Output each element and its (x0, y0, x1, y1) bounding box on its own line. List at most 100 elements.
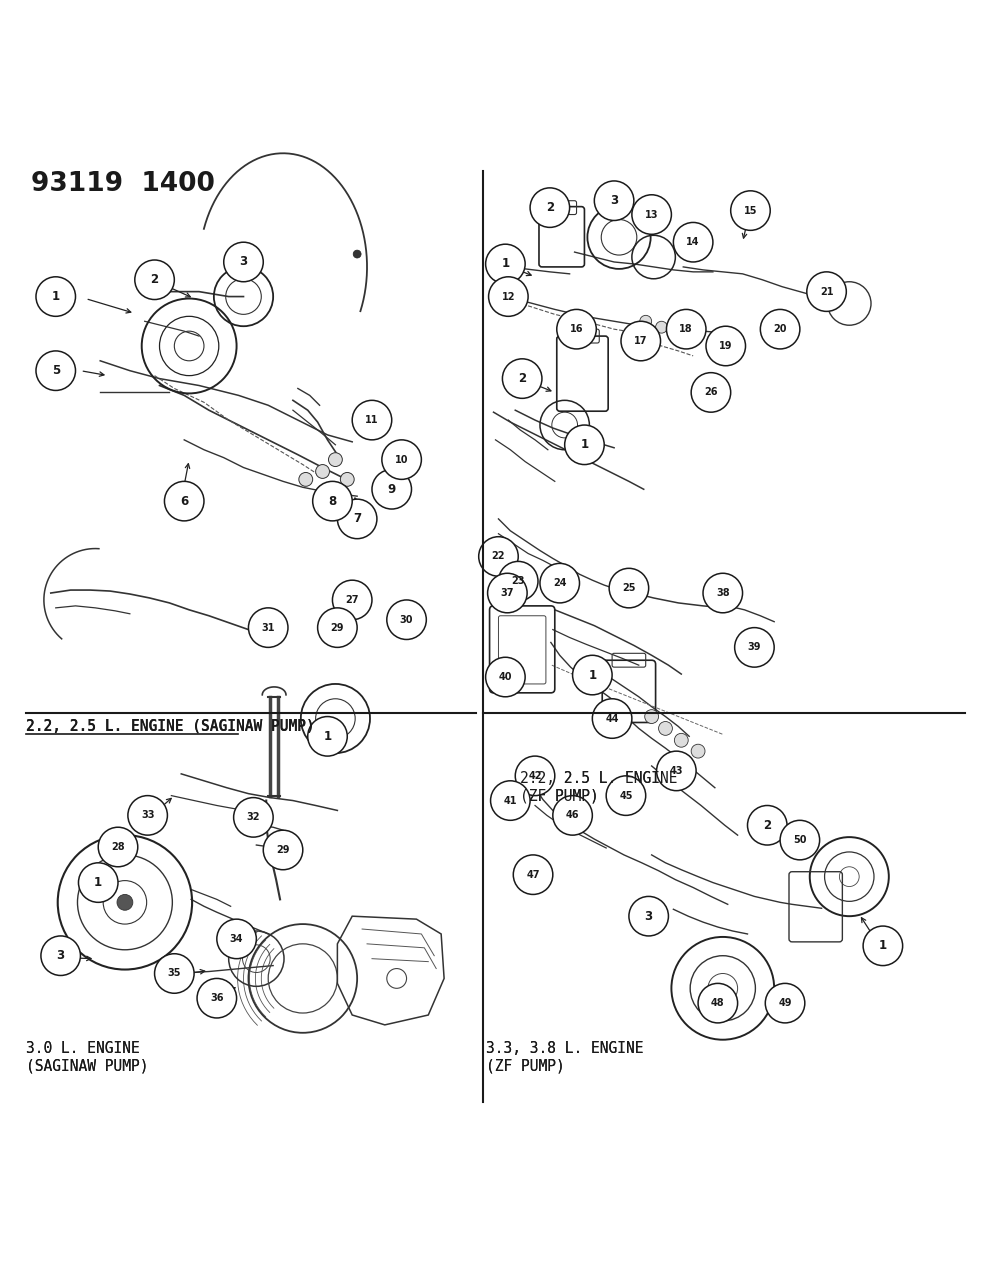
Circle shape (135, 260, 174, 300)
Text: 1: 1 (323, 729, 332, 743)
Circle shape (78, 863, 118, 903)
Text: 40: 40 (498, 672, 512, 682)
Circle shape (863, 926, 903, 965)
Circle shape (659, 722, 672, 736)
Text: 24: 24 (553, 578, 567, 588)
Text: 32: 32 (247, 812, 260, 822)
Circle shape (308, 717, 347, 756)
Text: 22: 22 (492, 552, 505, 561)
Text: 19: 19 (719, 340, 732, 351)
Text: 2: 2 (546, 201, 554, 214)
Text: 1: 1 (52, 291, 59, 303)
Circle shape (557, 310, 597, 349)
Text: 6: 6 (180, 495, 188, 507)
Text: 23: 23 (511, 576, 525, 587)
Circle shape (36, 351, 75, 390)
Text: 93119  1400: 93119 1400 (31, 171, 215, 198)
Text: 1: 1 (94, 876, 102, 889)
Circle shape (632, 195, 672, 235)
Text: 50: 50 (793, 835, 807, 845)
Circle shape (573, 655, 612, 695)
Circle shape (513, 856, 553, 895)
Circle shape (41, 936, 80, 975)
Circle shape (316, 464, 329, 478)
Circle shape (234, 798, 274, 838)
Text: 2.2, 2.5 L. ENGINE
(ZF PUMP): 2.2, 2.5 L. ENGINE (ZF PUMP) (520, 771, 678, 803)
Circle shape (386, 601, 426, 640)
Circle shape (340, 473, 354, 486)
Text: 38: 38 (716, 588, 729, 598)
Text: 42: 42 (528, 771, 542, 780)
Circle shape (502, 358, 542, 398)
Text: 3: 3 (644, 909, 653, 923)
Text: 2: 2 (763, 819, 771, 831)
Circle shape (486, 245, 525, 284)
Text: 20: 20 (773, 324, 787, 334)
Circle shape (730, 191, 770, 231)
Text: 33: 33 (141, 811, 155, 820)
Circle shape (479, 537, 518, 576)
Text: 45: 45 (619, 790, 632, 801)
Circle shape (197, 978, 237, 1017)
Text: 21: 21 (820, 287, 833, 297)
Circle shape (155, 954, 194, 993)
Circle shape (128, 796, 167, 835)
Circle shape (734, 627, 774, 667)
Circle shape (264, 830, 303, 870)
Circle shape (117, 895, 133, 910)
Text: 17: 17 (634, 337, 647, 346)
Circle shape (530, 187, 570, 227)
Text: 34: 34 (230, 933, 244, 944)
Circle shape (515, 756, 555, 796)
Text: 39: 39 (747, 643, 761, 653)
Circle shape (747, 806, 787, 845)
Text: 41: 41 (503, 796, 517, 806)
Circle shape (657, 751, 696, 790)
Circle shape (765, 983, 805, 1023)
Circle shape (489, 277, 528, 316)
Circle shape (593, 699, 632, 738)
Text: 25: 25 (622, 583, 635, 593)
Text: 27: 27 (346, 595, 359, 604)
Text: 14: 14 (687, 237, 700, 247)
Text: 31: 31 (262, 622, 275, 632)
Circle shape (640, 315, 652, 328)
Text: 3.0 L. ENGINE
(SAGINAW PUMP): 3.0 L. ENGINE (SAGINAW PUMP) (26, 1040, 149, 1074)
Text: 15: 15 (743, 205, 757, 215)
Circle shape (299, 473, 313, 486)
Text: 29: 29 (276, 845, 289, 856)
Text: 46: 46 (566, 811, 580, 820)
Text: 1: 1 (879, 940, 887, 952)
Circle shape (224, 242, 264, 282)
Circle shape (36, 277, 75, 316)
Text: 2.2, 2.5 L. ENGINE (SAGINAW PUMP): 2.2, 2.5 L. ENGINE (SAGINAW PUMP) (26, 719, 315, 733)
Circle shape (353, 250, 361, 258)
Circle shape (687, 324, 699, 335)
Text: 10: 10 (394, 455, 408, 464)
Circle shape (645, 710, 659, 723)
Text: 35: 35 (167, 969, 181, 978)
Text: 1: 1 (581, 439, 589, 451)
Circle shape (382, 440, 421, 479)
Text: 26: 26 (705, 388, 717, 398)
Circle shape (629, 896, 669, 936)
Text: 2: 2 (151, 273, 159, 287)
Text: 2.2, 2.5 L. ENGINE
(ZF PUMP): 2.2, 2.5 L. ENGINE (ZF PUMP) (520, 771, 678, 803)
Circle shape (328, 453, 342, 467)
Text: 44: 44 (606, 714, 618, 723)
Text: 48: 48 (711, 998, 724, 1009)
Circle shape (486, 658, 525, 697)
Circle shape (165, 482, 204, 521)
Circle shape (621, 321, 661, 361)
Circle shape (606, 776, 646, 816)
Circle shape (249, 608, 288, 648)
Circle shape (318, 608, 357, 648)
Text: 3.3, 3.8 L. ENGINE
(ZF PUMP): 3.3, 3.8 L. ENGINE (ZF PUMP) (486, 1040, 643, 1074)
Text: 11: 11 (366, 416, 379, 425)
Circle shape (703, 574, 742, 613)
Text: 5: 5 (52, 365, 59, 377)
Text: 2.2, 2.5 L. ENGINE (SAGINAW PUMP): 2.2, 2.5 L. ENGINE (SAGINAW PUMP) (26, 719, 315, 733)
Text: 13: 13 (645, 209, 658, 219)
Circle shape (217, 919, 257, 959)
Circle shape (807, 272, 846, 311)
